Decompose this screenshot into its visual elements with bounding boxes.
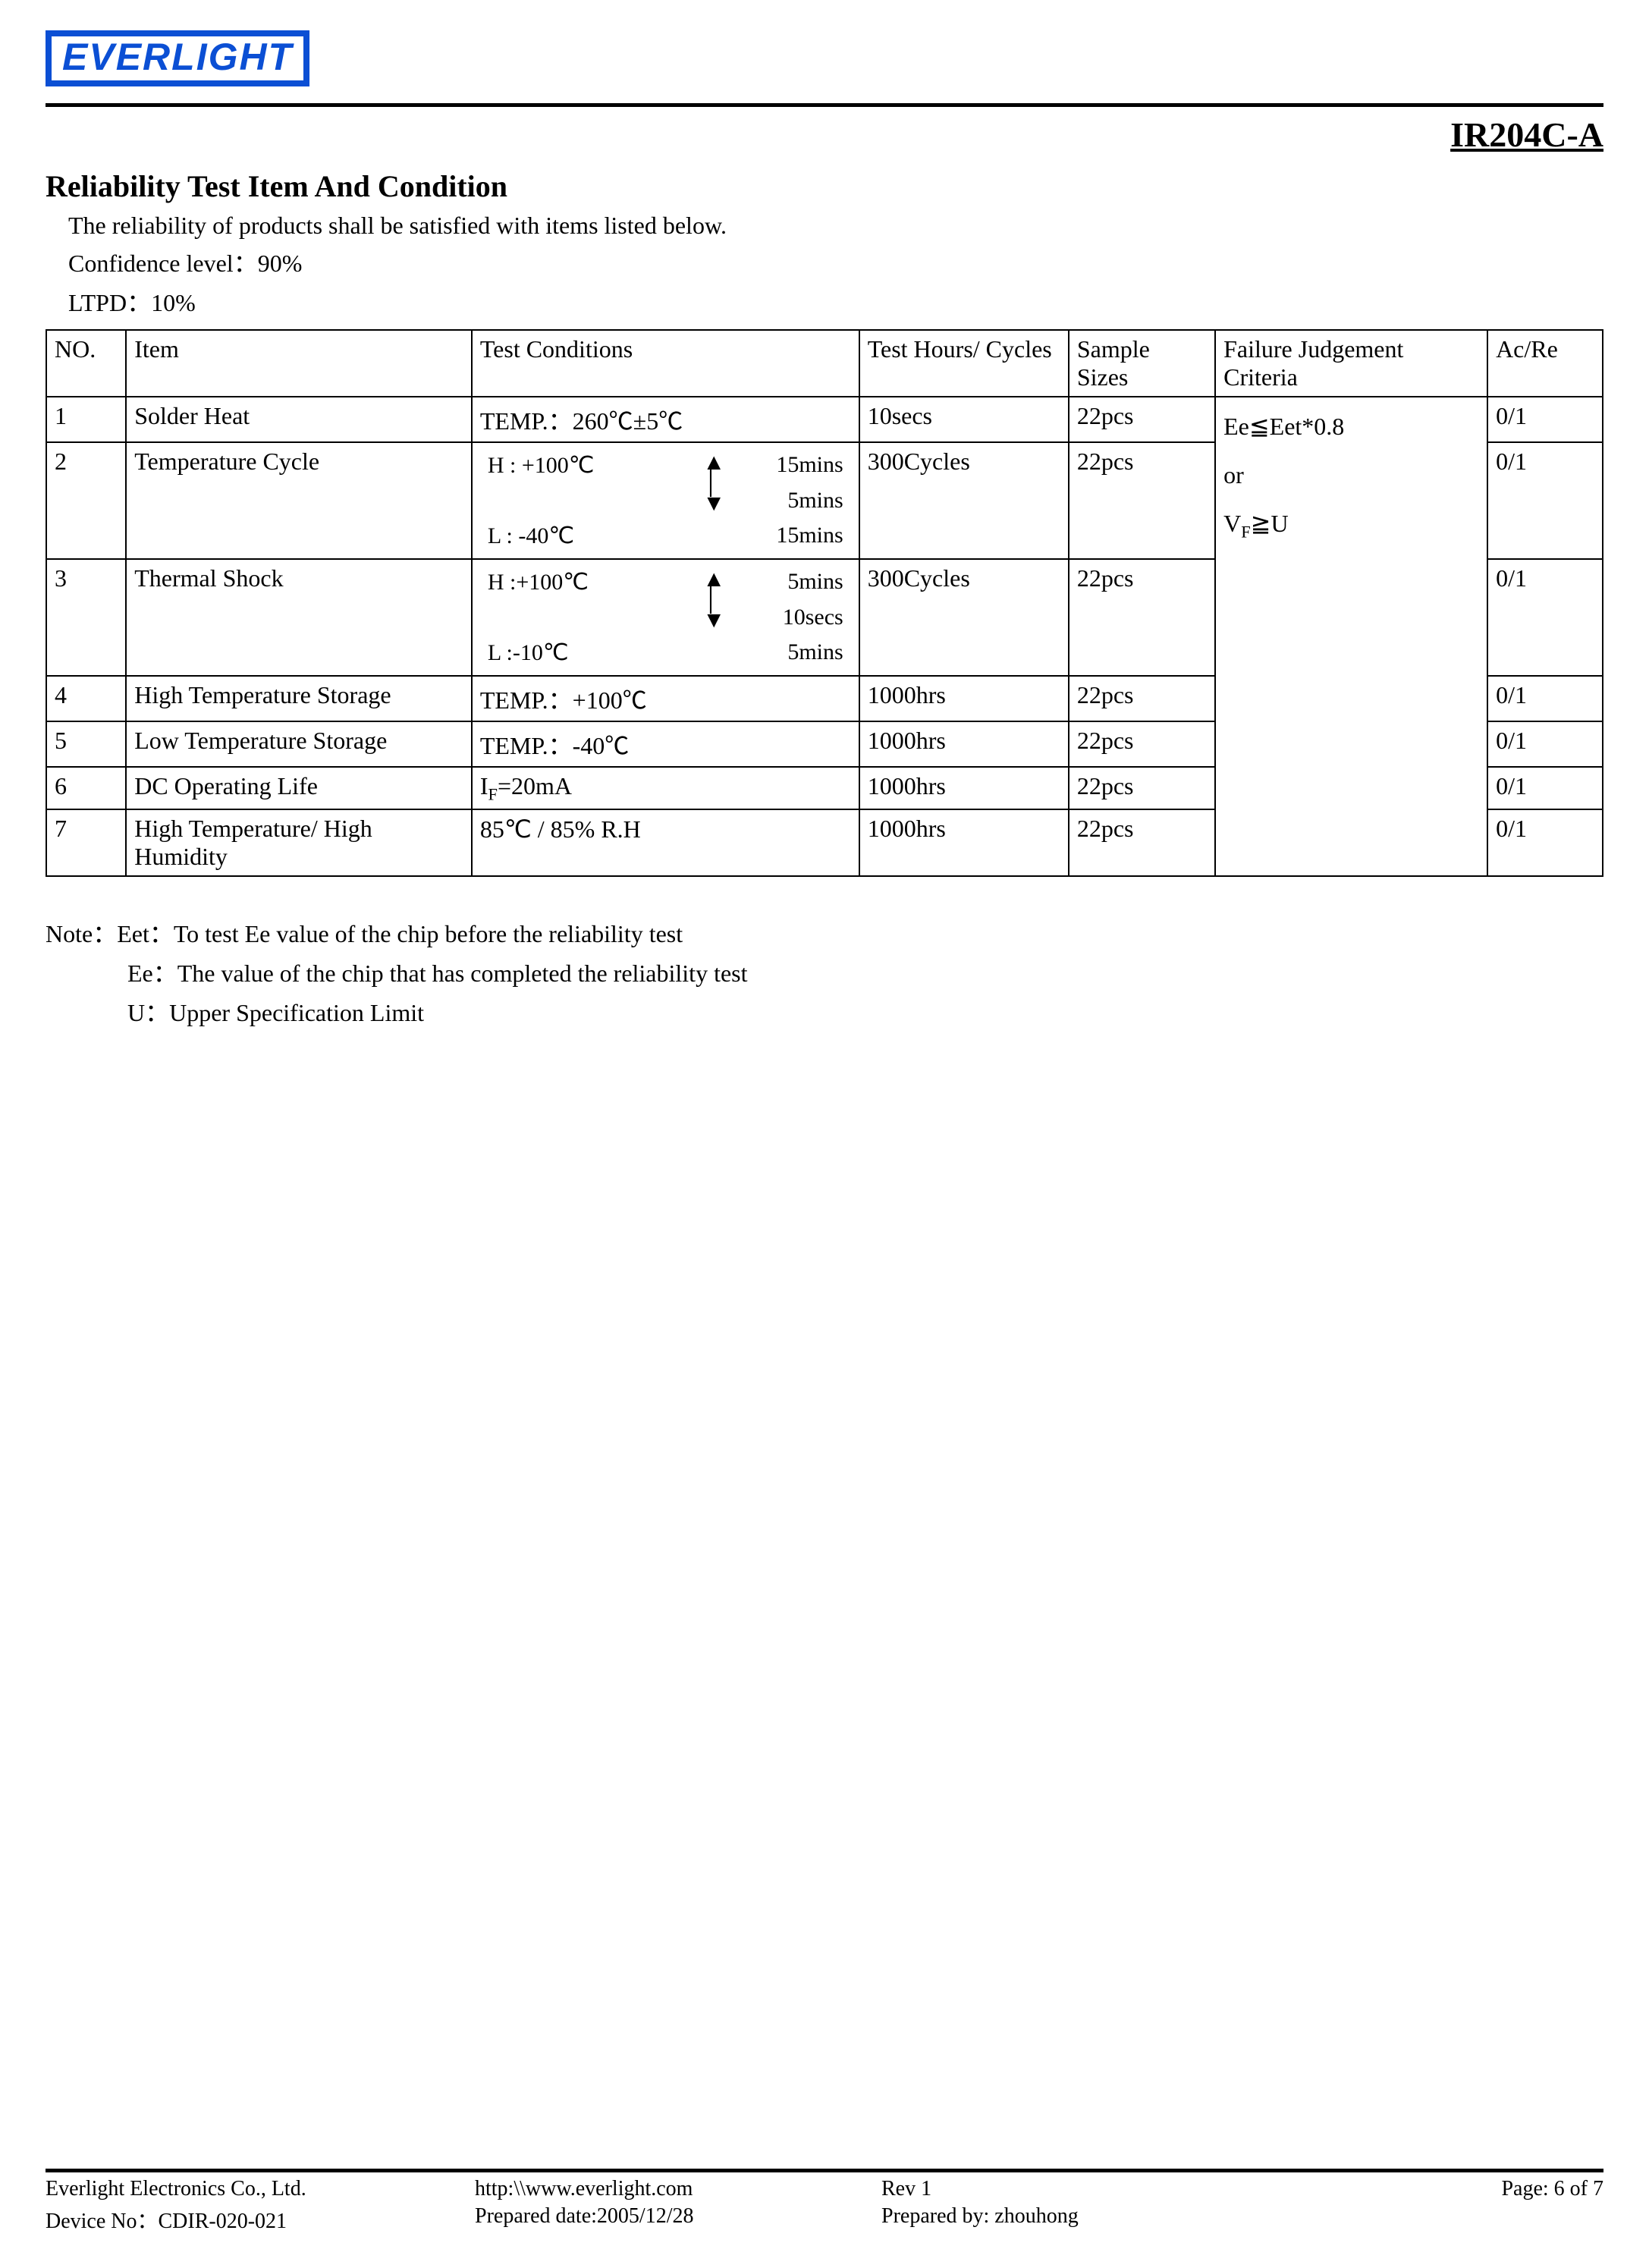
cell-sizes: 22pcs (1069, 767, 1215, 809)
cell-no: 4 (46, 676, 126, 721)
cell-no: 5 (46, 721, 126, 767)
note-1: Note：Eet：To test Ee value of the chip be… (46, 915, 1603, 950)
cell-acre: 0/1 (1487, 767, 1603, 809)
cell-acre: 0/1 (1487, 442, 1603, 559)
logo-text: EVERLIGHT (62, 36, 293, 78)
cell-hours: 300Cycles (859, 442, 1069, 559)
footer-page: Page: 6 of 7 (1242, 2177, 1603, 2201)
table-header-row: NO. Item Test Conditions Test Hours/ Cyc… (46, 330, 1603, 397)
cell-sizes: 22pcs (1069, 397, 1215, 442)
cell-sizes: 22pcs (1069, 442, 1215, 559)
footer-url: http:\\www.everlight.com (407, 2177, 836, 2201)
cell-item: DC Operating Life (126, 767, 472, 809)
footer-rule (46, 2169, 1603, 2172)
intro-text: The reliability of products shall be sat… (68, 212, 1603, 240)
col-hours-header: Test Hours/ Cycles (859, 330, 1069, 397)
part-number: IR204C-A (46, 115, 1603, 155)
cell-sizes: 22pcs (1069, 559, 1215, 676)
cell-hours: 10secs (859, 397, 1069, 442)
footer-prepared-by: Prepared by: zhouhong (836, 2204, 1242, 2235)
col-cond-header: Test Conditions (472, 330, 859, 397)
note-3: U：Upper Specification Limit (127, 994, 1603, 1029)
footer-device: Device No：CDIR-020-021 (46, 2204, 407, 2235)
cell-item: Low Temperature Storage (126, 721, 472, 767)
cell-conditions: 85℃ / 85% R.H (472, 809, 859, 876)
section-title: Reliability Test Item And Condition (46, 168, 1603, 204)
cell-sizes: 22pcs (1069, 809, 1215, 876)
cell-conditions: H :+100℃▲│▼5mins10secsL :-10℃5mins (472, 559, 859, 676)
footer-row-2: Device No：CDIR-020-021 Prepared date:200… (46, 2204, 1603, 2235)
note-2: Ee：The value of the chip that has comple… (127, 954, 1603, 989)
cell-conditions: TEMP.：+100℃ (472, 676, 859, 721)
cell-hours: 300Cycles (859, 559, 1069, 676)
col-acre-header: Ac/Re (1487, 330, 1603, 397)
footer-company: Everlight Electronics Co., Ltd. (46, 2177, 407, 2201)
footer-prepared-date: Prepared date:2005/12/28 (407, 2204, 836, 2235)
footer: Everlight Electronics Co., Ltd. http:\\w… (46, 2164, 1603, 2238)
cell-item: Solder Heat (126, 397, 472, 442)
cell-item: High Temperature/ High Humidity (126, 809, 472, 876)
cell-acre: 0/1 (1487, 721, 1603, 767)
cell-no: 7 (46, 809, 126, 876)
cell-conditions: TEMP.：260℃±5℃ (472, 397, 859, 442)
cell-acre: 0/1 (1487, 397, 1603, 442)
ltpd: LTPD：10% (68, 284, 1603, 319)
cell-item: Thermal Shock (126, 559, 472, 676)
cell-failure-criteria: Ee≦Eet*0.8orVF≧U (1215, 397, 1487, 876)
updown-arrow-icon: ▲│▼ (695, 564, 746, 671)
notes: Note：Eet：To test Ee value of the chip be… (46, 915, 1603, 1029)
cell-hours: 1000hrs (859, 767, 1069, 809)
cell-hours: 1000hrs (859, 676, 1069, 721)
cell-no: 6 (46, 767, 126, 809)
table-row: 1Solder HeatTEMP.：260℃±5℃10secs22pcsEe≦E… (46, 397, 1603, 442)
logo: EVERLIGHT (46, 30, 309, 86)
cell-conditions: TEMP.：-40℃ (472, 721, 859, 767)
cell-conditions: H : +100℃▲│▼15mins5minsL : -40℃15mins (472, 442, 859, 559)
col-fail-header: Failure Judgement Criteria (1215, 330, 1487, 397)
cell-conditions: IF=20mA (472, 767, 859, 809)
header-rule (46, 103, 1603, 107)
confidence-level: Confidence level：90% (68, 244, 1603, 279)
cell-no: 2 (46, 442, 126, 559)
cell-sizes: 22pcs (1069, 676, 1215, 721)
updown-arrow-icon: ▲│▼ (695, 448, 744, 554)
cell-acre: 0/1 (1487, 559, 1603, 676)
cell-sizes: 22pcs (1069, 721, 1215, 767)
cell-hours: 1000hrs (859, 721, 1069, 767)
col-no-header: NO. (46, 330, 126, 397)
cell-hours: 1000hrs (859, 809, 1069, 876)
reliability-table: NO. Item Test Conditions Test Hours/ Cyc… (46, 329, 1603, 877)
footer-rev: Rev 1 (836, 2177, 1242, 2201)
cell-item: Temperature Cycle (126, 442, 472, 559)
cell-acre: 0/1 (1487, 676, 1603, 721)
col-sizes-header: Sample Sizes (1069, 330, 1215, 397)
cell-no: 3 (46, 559, 126, 676)
cell-no: 1 (46, 397, 126, 442)
col-item-header: Item (126, 330, 472, 397)
cell-item: High Temperature Storage (126, 676, 472, 721)
footer-row-1: Everlight Electronics Co., Ltd. http:\\w… (46, 2177, 1603, 2201)
cell-acre: 0/1 (1487, 809, 1603, 876)
